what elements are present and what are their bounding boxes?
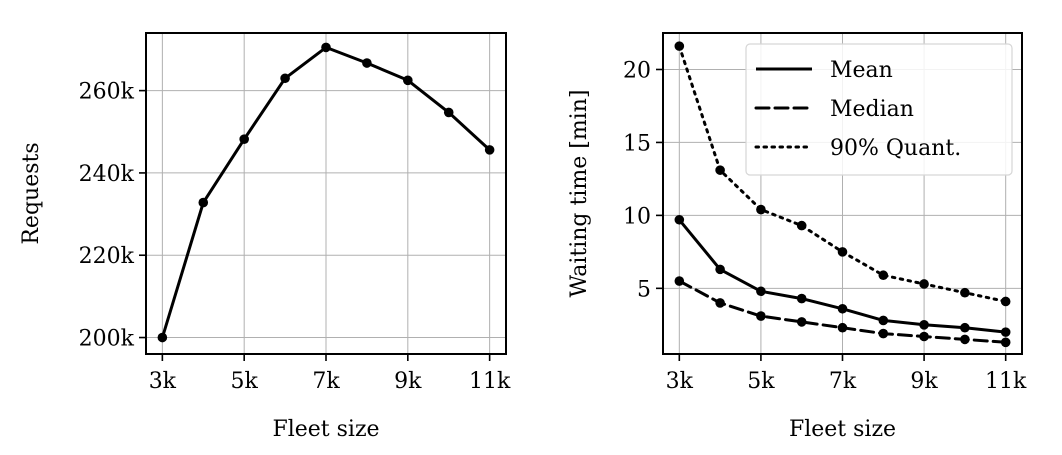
data-point xyxy=(1000,327,1011,337)
y-tick-label: 15 xyxy=(623,131,651,156)
waiting-time-chart: 3k 5k 7k 9k 11k 5 10 15 20 Fleet size Waiting time… xyxy=(567,32,1027,442)
y-tick-label: 240k xyxy=(79,162,135,187)
legend-box xyxy=(745,43,1013,176)
data-point xyxy=(157,332,168,343)
data-point xyxy=(443,107,454,118)
y-axis-label: Requests xyxy=(19,142,44,244)
x-tick-label: 7k xyxy=(829,369,857,394)
x-tick-label: 9k xyxy=(394,369,422,394)
data-point xyxy=(1000,337,1011,348)
data-point xyxy=(878,328,889,339)
legend: Mean Median 90% Quant. xyxy=(745,43,1013,176)
data-point xyxy=(756,311,766,321)
x-tick-label: 3k xyxy=(149,369,177,394)
data-point xyxy=(796,293,807,304)
data-point xyxy=(756,204,766,215)
data-point xyxy=(321,42,331,53)
data-point xyxy=(715,298,725,308)
x-tick-label: 5k xyxy=(747,369,775,394)
data-point xyxy=(715,165,725,175)
y-tick-label: 20 xyxy=(623,58,651,83)
x-tick-label: 9k xyxy=(910,369,938,394)
data-point xyxy=(960,322,970,333)
data-point xyxy=(919,331,929,342)
legend-label: Median xyxy=(830,97,914,122)
data-point xyxy=(484,145,495,155)
data-point xyxy=(960,334,970,345)
y-tick-label: 260k xyxy=(79,80,135,105)
x-tick-label: 11k xyxy=(985,369,1027,394)
x-tick-label: 11k xyxy=(469,369,511,394)
y-tick-label: 200k xyxy=(79,327,135,352)
data-point xyxy=(919,320,929,330)
data-point xyxy=(280,73,290,84)
x-axis-label: Fleet size xyxy=(272,417,379,442)
data-point xyxy=(239,134,249,144)
x-axis-label: Fleet size xyxy=(789,417,896,442)
y-tick-label: 5 xyxy=(637,277,651,302)
data-point xyxy=(837,303,848,314)
data-point xyxy=(403,75,413,86)
data-point xyxy=(674,41,685,51)
data-point xyxy=(796,317,807,327)
data-point xyxy=(919,279,929,289)
data-point xyxy=(756,286,766,297)
data-point xyxy=(198,197,209,208)
y-axis-label: Waiting time [min] xyxy=(567,90,592,298)
data-point xyxy=(837,247,848,257)
data-point xyxy=(960,287,970,298)
data-point xyxy=(796,220,807,231)
data-point xyxy=(715,264,725,275)
x-tick-label: 7k xyxy=(312,369,340,394)
requests-chart: 3k 5k 7k 9k 11k 200k 220k 240k 260k Fleet size Req… xyxy=(19,32,511,442)
data-point xyxy=(674,276,685,286)
data-point xyxy=(674,214,685,225)
legend-label: Mean xyxy=(830,58,893,83)
data-point xyxy=(362,58,372,68)
data-point xyxy=(878,315,889,326)
x-tick-label: 5k xyxy=(231,369,259,394)
legend-label: 90% Quant. xyxy=(830,136,961,161)
data-point xyxy=(837,322,848,333)
y-tick-label: 220k xyxy=(79,244,135,269)
data-point xyxy=(1000,296,1011,307)
data-point xyxy=(878,270,889,281)
y-tick-label: 10 xyxy=(623,204,651,229)
x-tick-label: 3k xyxy=(666,369,694,394)
